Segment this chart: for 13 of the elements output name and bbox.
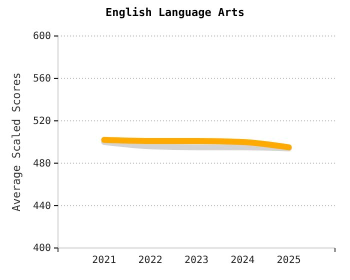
y-tick-label: 440: [32, 200, 51, 212]
y-axis-title: Average Scaled Scores: [10, 72, 23, 212]
x-tick-label: 2022: [138, 255, 162, 266]
chart-title: English Language Arts: [105, 6, 245, 19]
y-tick-label: 400: [32, 243, 51, 254]
x-tick-label: 2023: [184, 255, 209, 266]
y-tick-label: 560: [32, 74, 51, 85]
x-tick-label: 2024: [230, 255, 255, 266]
x-tick-label: 2025: [276, 255, 301, 266]
y-tick-label: 480: [32, 158, 51, 170]
y-tick-label: 600: [32, 31, 51, 42]
y-tick-label: 520: [32, 116, 51, 127]
x-tick-label: 2021: [92, 255, 116, 266]
